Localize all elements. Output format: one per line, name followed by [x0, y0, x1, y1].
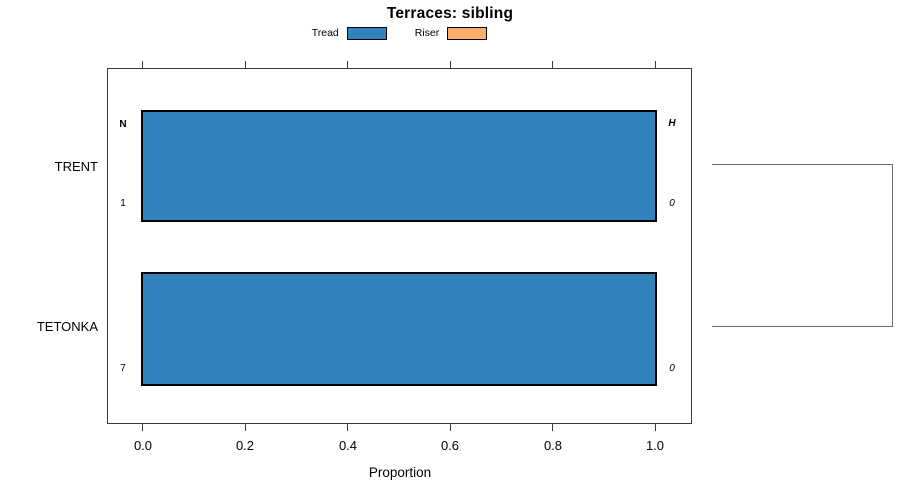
- category-label-tetonka: TETONKA: [36, 319, 98, 334]
- top-tick-0.8: [552, 61, 554, 68]
- bottom-tick-0.0: [142, 424, 144, 431]
- x-tick-label: 1.0: [645, 438, 665, 453]
- x-tick-label: 0.0: [133, 438, 153, 453]
- legend-label-riser: Riser: [414, 27, 440, 39]
- n-value-tetonka: 7: [120, 363, 126, 374]
- legend-item-riser: Riser: [414, 26, 488, 40]
- riser-swatch: [447, 26, 488, 40]
- x-axis-title: Proportion: [368, 465, 432, 480]
- top-tick-0.4: [347, 61, 349, 68]
- top-tick-0.2: [245, 61, 247, 68]
- bottom-tick-0.4: [347, 424, 349, 431]
- bottom-tick-0.2: [245, 424, 247, 431]
- tread-swatch: [346, 26, 387, 40]
- category-label-trent: TRENT: [54, 159, 98, 174]
- x-tick-label: 0.6: [440, 438, 460, 453]
- x-tick-label: 0.4: [338, 438, 358, 453]
- top-tick-0.6: [450, 61, 452, 68]
- chart-title: Terraces: sibling: [386, 5, 514, 22]
- bottom-tick-0.6: [450, 424, 452, 431]
- sibling-linkage-bracket: [712, 164, 893, 327]
- bottom-tick-0.8: [552, 424, 554, 431]
- h-value-trent: 0: [669, 198, 675, 209]
- top-tick-1.0: [655, 61, 657, 68]
- left-column-header: N: [119, 119, 127, 130]
- bottom-tick-1.0: [655, 424, 657, 431]
- bar-tetonka-tread: [141, 272, 657, 386]
- legend-item-tread: Tread: [311, 26, 387, 40]
- x-tick-label: 0.8: [543, 438, 563, 453]
- bar-trent-tread: [141, 110, 657, 222]
- top-tick-0.0: [142, 61, 144, 68]
- legend: Tread Riser: [107, 25, 692, 41]
- h-value-tetonka: 0: [669, 363, 675, 374]
- plot-area: [107, 68, 692, 424]
- n-value-trent: 1: [120, 198, 126, 209]
- x-tick-label: 0.2: [235, 438, 255, 453]
- legend-label-tread: Tread: [311, 27, 339, 39]
- right-column-header: H: [668, 118, 676, 129]
